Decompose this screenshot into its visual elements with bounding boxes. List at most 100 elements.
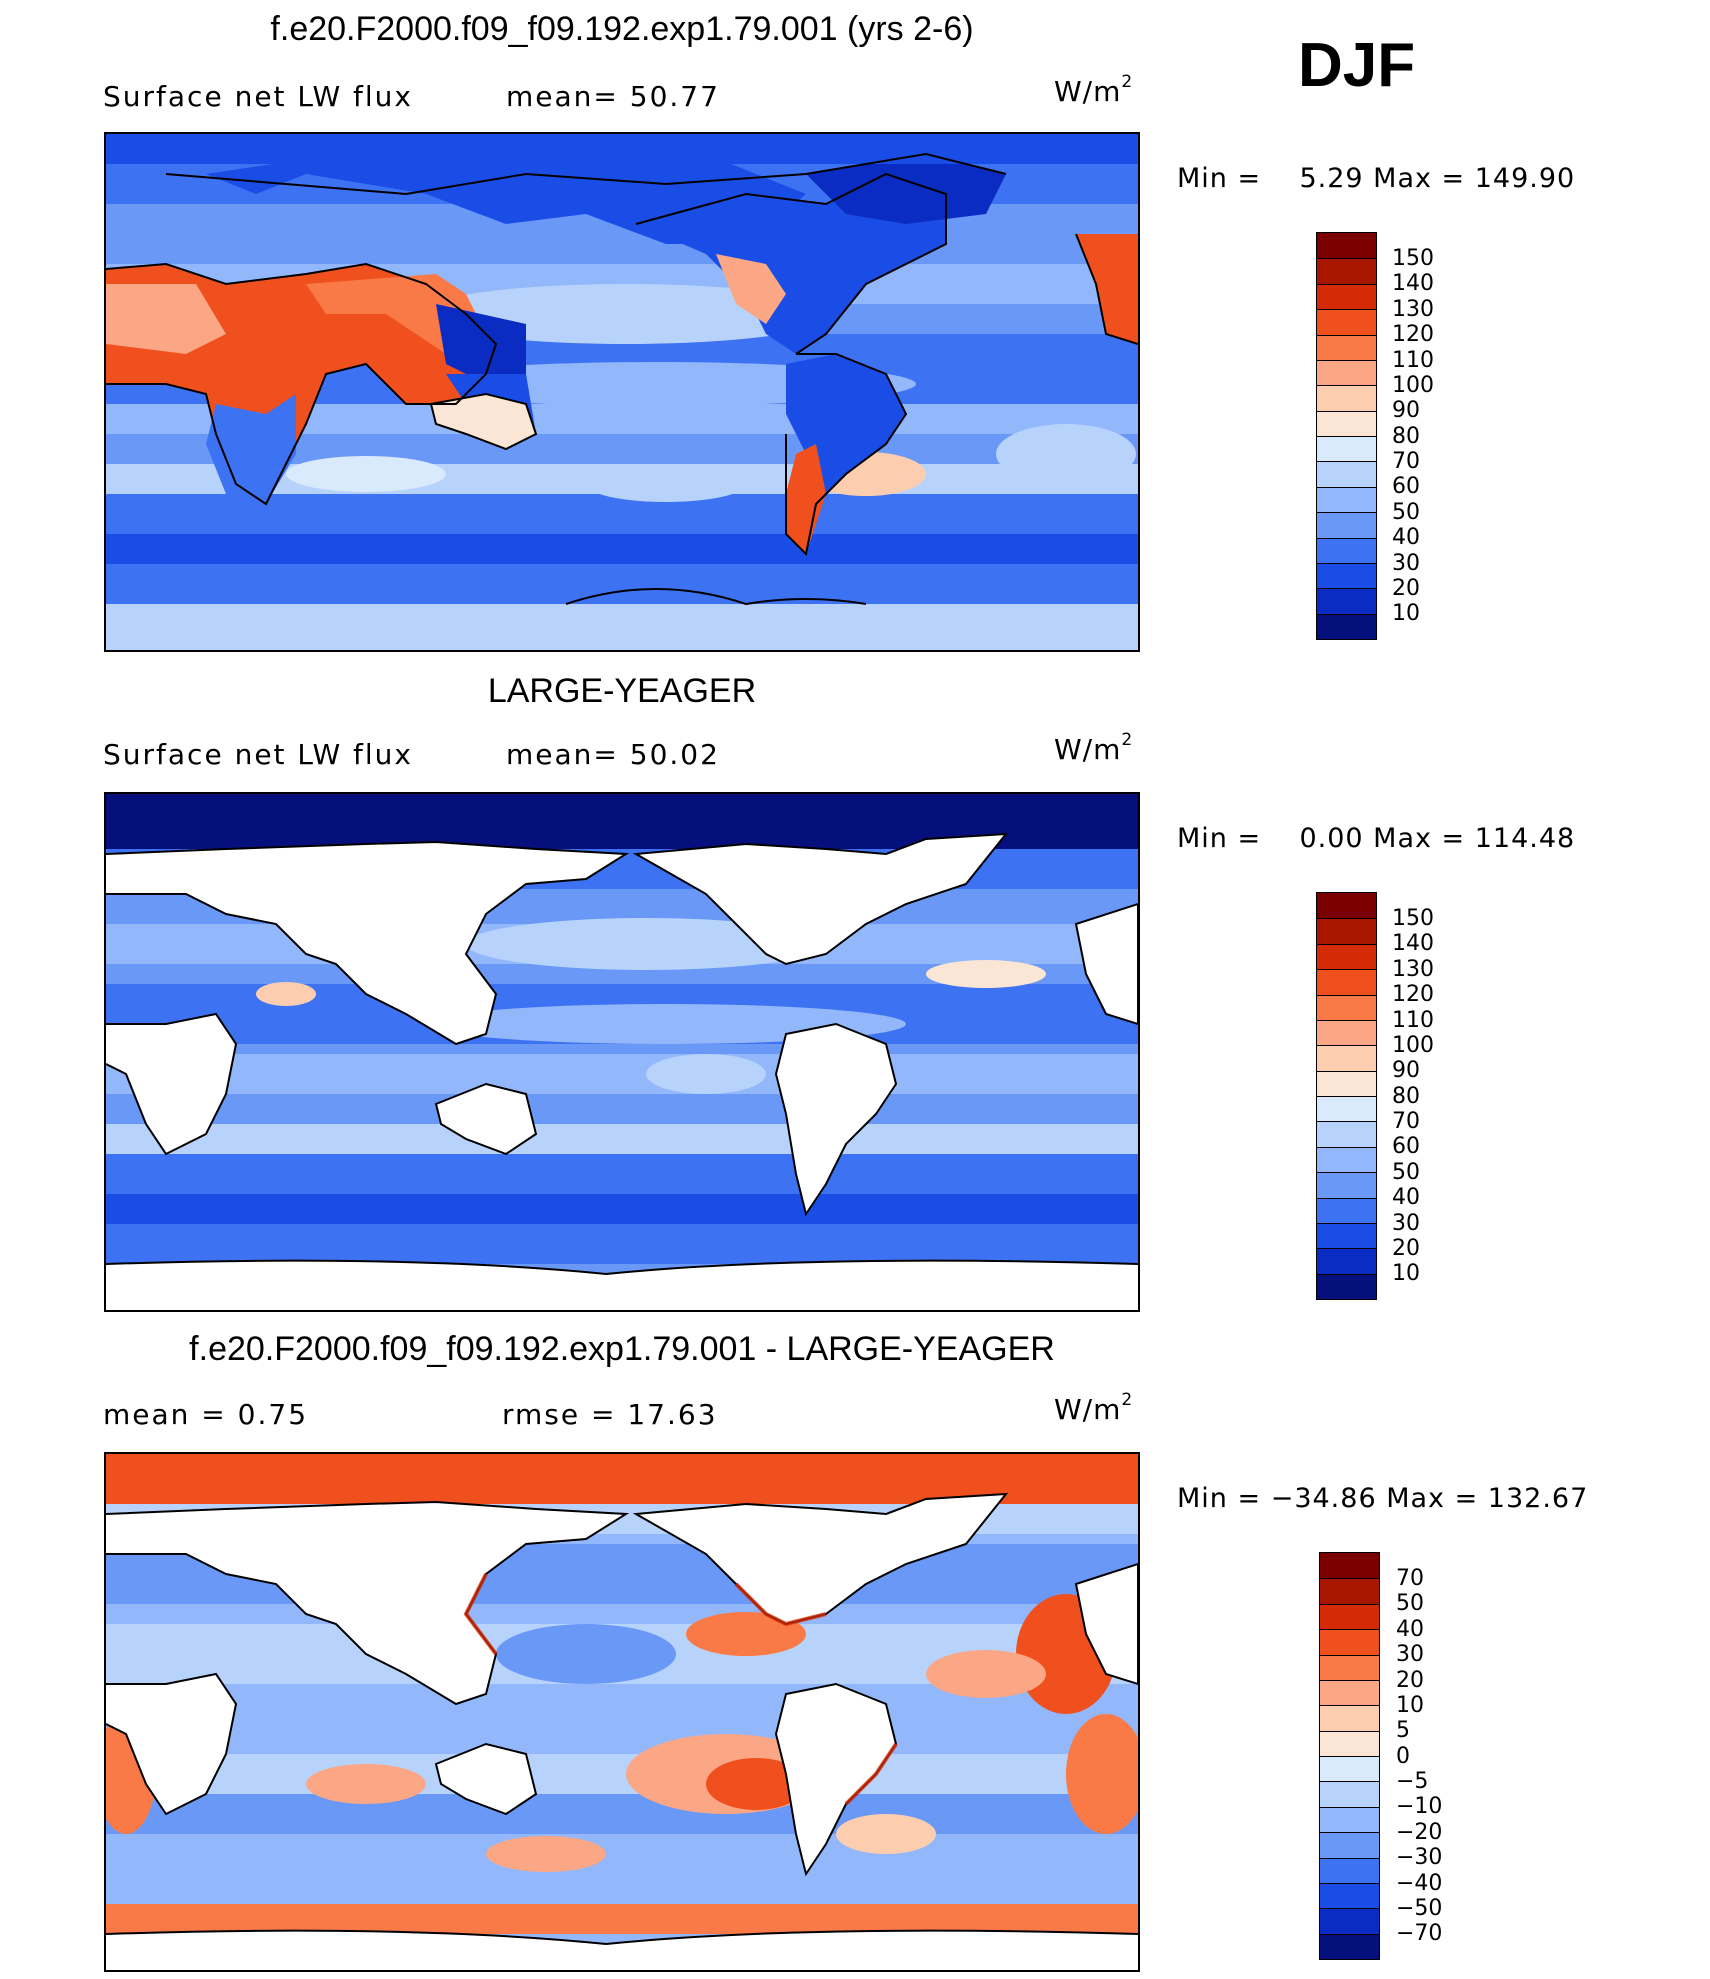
colorbar-swatch (1317, 461, 1376, 487)
colorbar-tick-label: 120 (1392, 322, 1434, 348)
colorbar-swatch (1320, 1629, 1379, 1655)
colorbar-tick-label: 20 (1392, 1235, 1420, 1261)
colorbar-tick-label: 70 (1392, 449, 1420, 474)
panel1-colorbar (1316, 232, 1377, 640)
colorbar-swatch (1317, 994, 1376, 1020)
colorbar-swatch (1317, 1070, 1376, 1096)
colorbar-swatch (1317, 943, 1376, 970)
panel2-mean-label: mean= 50.02 (506, 738, 720, 771)
colorbar-tick-label: 40 (1392, 525, 1420, 551)
colorbar-swatch (1317, 410, 1376, 436)
colorbar-swatch (1317, 436, 1376, 462)
panel3-map (104, 1452, 1140, 1972)
panel3-colorbar (1319, 1552, 1380, 1960)
colorbar-swatch (1317, 309, 1376, 335)
colorbar-tick-label: 30 (1396, 1642, 1424, 1668)
colorbar-tick-label: 130 (1392, 296, 1434, 322)
colorbar-tick-label: 30 (1392, 1210, 1420, 1236)
colorbar-swatch (1317, 588, 1376, 614)
colorbar-swatch (1317, 385, 1376, 411)
colorbar-swatch (1320, 1654, 1379, 1680)
colorbar-swatch (1317, 1121, 1376, 1147)
colorbar-swatch (1317, 562, 1376, 589)
colorbar-tick-label: 120 (1392, 982, 1434, 1008)
colorbar-swatch (1317, 486, 1376, 513)
colorbar-swatch (1320, 1781, 1379, 1807)
colorbar-swatch (1320, 1756, 1379, 1782)
colorbar-tick-label: 140 (1392, 271, 1434, 297)
colorbar-swatch (1317, 918, 1376, 944)
colorbar-tick-label: 70 (1396, 1566, 1424, 1591)
colorbar-tick-label: 150 (1392, 906, 1434, 931)
colorbar-swatch (1317, 1172, 1376, 1198)
colorbar-tick-label: 70 (1392, 1109, 1420, 1134)
panel1-unit-label: W/m2 (1054, 72, 1134, 108)
colorbar-tick-label: −50 (1396, 1895, 1443, 1921)
colorbar-swatch (1320, 1705, 1379, 1731)
colorbar-swatch (1317, 969, 1376, 995)
colorbar-swatch (1317, 1222, 1376, 1249)
colorbar-tick-label: 40 (1392, 1185, 1420, 1211)
panel2-variable-label: Surface net LW flux (103, 738, 413, 771)
colorbar-tick-label: 10 (1392, 1261, 1420, 1287)
colorbar-swatch (1317, 613, 1376, 639)
panel2-minmax: Min = 0.00 Max = 114.48 (1177, 823, 1576, 854)
colorbar-swatch (1317, 512, 1376, 538)
colorbar-swatch (1320, 1832, 1379, 1858)
colorbar-swatch (1317, 334, 1376, 360)
colorbar-tick-label: 10 (1396, 1692, 1424, 1718)
colorbar-tick-label: 110 (1392, 347, 1434, 373)
colorbar-tick-label: 80 (1392, 1083, 1420, 1109)
colorbar-swatch (1317, 1273, 1376, 1299)
colorbar-tick-label: 150 (1392, 246, 1434, 271)
colorbar-swatch (1320, 1679, 1379, 1706)
colorbar-swatch (1317, 1248, 1376, 1274)
panel2-unit-label: W/m2 (1054, 730, 1134, 766)
colorbar-tick-label: −5 (1396, 1769, 1429, 1794)
colorbar-swatch (1320, 1553, 1379, 1579)
colorbar-tick-label: 50 (1396, 1591, 1424, 1617)
panel1-map (104, 132, 1140, 652)
season-label: DJF (1298, 31, 1416, 100)
panel2-map (104, 792, 1140, 1312)
panel3-unit-label: W/m2 (1054, 1390, 1134, 1426)
colorbar-tick-label: −30 (1396, 1845, 1443, 1871)
panel2-title: LARGE-YEAGER (487, 672, 757, 710)
panel3-mean-label: mean = 0.75 (103, 1398, 309, 1431)
panel3-title: f.e20.F2000.f09_f09.192.exp1.79.001 - LA… (189, 1330, 1055, 1368)
colorbar-swatch (1317, 1146, 1376, 1173)
colorbar-swatch (1320, 1933, 1379, 1959)
colorbar-tick-label: 0 (1396, 1743, 1410, 1769)
colorbar-swatch (1320, 1578, 1379, 1604)
colorbar-tick-label: 100 (1392, 372, 1434, 398)
colorbar-tick-label: 90 (1392, 398, 1420, 424)
panel1-variable-label: Surface net LW flux (103, 80, 413, 113)
colorbar-tick-label: 100 (1392, 1032, 1434, 1058)
colorbar-tick-label: 90 (1392, 1058, 1420, 1084)
colorbar-tick-label: 130 (1392, 956, 1434, 982)
colorbar-tick-label: −70 (1396, 1921, 1443, 1947)
colorbar-tick-label: 20 (1396, 1667, 1424, 1693)
colorbar-tick-label: 80 (1392, 423, 1420, 449)
colorbar-tick-label: 5 (1396, 1718, 1410, 1744)
colorbar-swatch (1317, 893, 1376, 919)
colorbar-swatch (1317, 258, 1376, 284)
colorbar-swatch (1317, 1197, 1376, 1223)
colorbar-tick-label: 60 (1392, 1134, 1420, 1160)
colorbar-swatch (1320, 1730, 1379, 1756)
colorbar-tick-label: −40 (1396, 1870, 1443, 1896)
colorbar-tick-label: 40 (1396, 1616, 1424, 1642)
colorbar-swatch (1317, 359, 1376, 386)
colorbar-swatch (1320, 1882, 1379, 1909)
colorbar-swatch (1320, 1908, 1379, 1934)
colorbar-swatch (1317, 283, 1376, 310)
colorbar-tick-label: −20 (1396, 1819, 1443, 1845)
colorbar-tick-label: 20 (1392, 575, 1420, 601)
colorbar-swatch (1317, 233, 1376, 259)
panel1-colorbar-labels: 150 140 130 120 110 100 90 80 70 60 50 40 30 20 10 (1392, 246, 1472, 626)
colorbar-swatch (1320, 1603, 1379, 1630)
colorbar-swatch (1317, 1045, 1376, 1071)
colorbar-tick-label: 110 (1392, 1007, 1434, 1033)
colorbar-tick-label: 50 (1392, 499, 1420, 525)
panel3-rmse-label: rmse = 17.63 (502, 1398, 718, 1431)
